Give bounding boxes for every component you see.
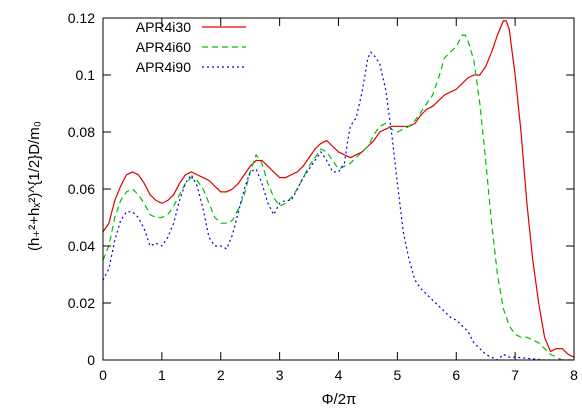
legend: APR4i30 APR4i60 APR4i90 (136, 19, 246, 75)
x-tick-label: 0 (99, 367, 107, 383)
series-line-APR4i90 (103, 51, 574, 360)
y-tick-label: 0 (87, 352, 95, 368)
x-tick-label: 2 (217, 367, 225, 383)
y-tick-label: 0.04 (68, 238, 95, 254)
x-tick-label: 8 (570, 367, 578, 383)
y-tick-label: 0.1 (76, 67, 96, 83)
x-tick-label: 7 (511, 367, 519, 383)
x-tick-label: 5 (393, 367, 401, 383)
x-tick-label: 3 (276, 367, 284, 383)
plot-area (103, 20, 574, 360)
axes: 0 1 2 3 4 5 6 7 8 0 0.02 0.04 0.06 0.08 0.1 0.12 (68, 10, 578, 383)
legend-label-APR4i90: APR4i90 (136, 59, 191, 75)
legend-label-APR4i30: APR4i30 (136, 19, 191, 35)
series-line-APR4i30 (103, 20, 574, 358)
x-tick-label: 6 (452, 367, 460, 383)
x-tick-label: 1 (158, 367, 166, 383)
series-line-APR4i60 (103, 34, 574, 360)
x-tick-label: 4 (335, 367, 343, 383)
y-tick-label: 0.08 (68, 124, 95, 140)
x-axis-label: Φ/2π (322, 391, 357, 408)
y-tick-label: 0.12 (68, 10, 95, 26)
y-axis-label: (h₊²+hₓ²)^{1/2}D/m₀ (26, 121, 43, 251)
y-tick-label: 0.02 (68, 295, 95, 311)
y-tick-label: 0.06 (68, 181, 95, 197)
legend-label-APR4i60: APR4i60 (136, 39, 191, 55)
